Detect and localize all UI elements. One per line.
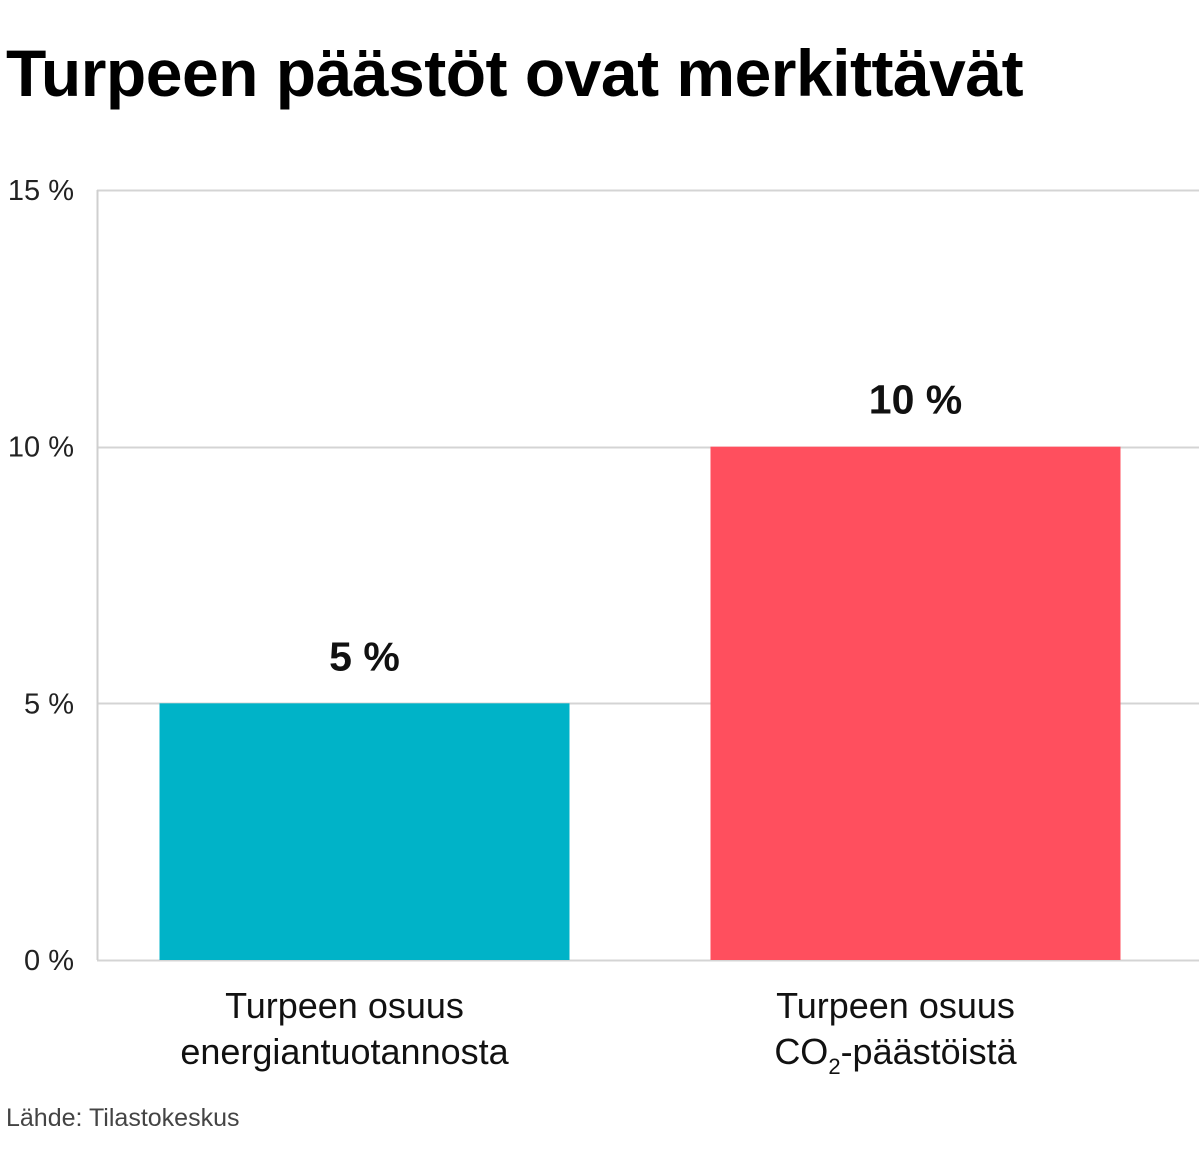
y-tick-label: 5 % <box>24 688 74 720</box>
category-labels: Turpeen osuus energiantuotannosta Turpeen … <box>180 985 1017 1079</box>
bar <box>159 703 570 960</box>
chart-title: Turpeen päästöt ovat merkittävät <box>6 36 1024 110</box>
data-label: 5 % <box>329 633 400 679</box>
bar <box>710 446 1121 961</box>
bars <box>159 446 1121 961</box>
y-tick-label: 0 % <box>24 945 74 977</box>
data-label: 10 % <box>869 377 962 423</box>
category-label: Turpeen osuus <box>225 985 464 1026</box>
y-tick-label: 10 % <box>8 432 74 464</box>
y-axis: 0 % 5 % 10 % 15 % <box>8 175 99 977</box>
source-note: Lähde: Tilastokeskus <box>6 1104 240 1132</box>
category-label: energiantuotannosta <box>180 1031 509 1072</box>
data-labels: 5 % 10 % <box>329 377 962 680</box>
category-label: CO2-päästöistä <box>774 1031 1017 1079</box>
y-tick-label: 15 % <box>8 175 74 207</box>
category-label: Turpeen osuus <box>776 985 1015 1026</box>
